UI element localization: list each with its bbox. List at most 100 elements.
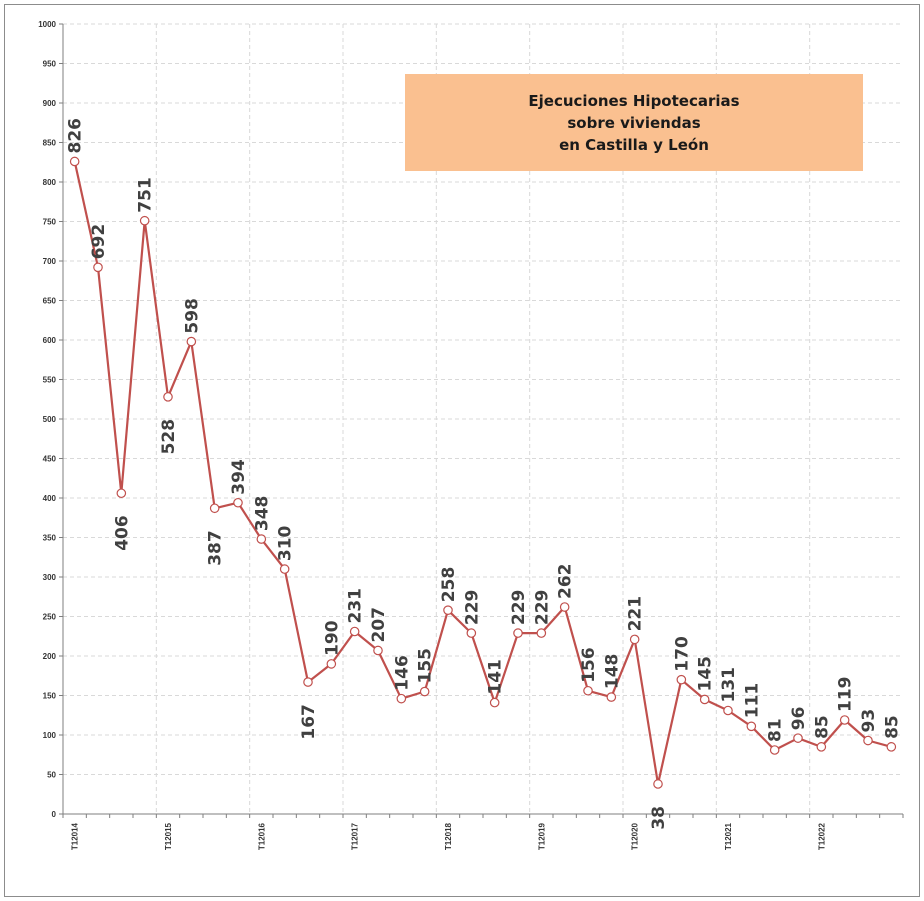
data-point bbox=[793, 733, 803, 743]
data-label: 38 bbox=[649, 806, 669, 830]
data-label: 229 bbox=[532, 590, 552, 626]
y-tick-label: 450 bbox=[43, 455, 57, 464]
y-tick-label: 500 bbox=[43, 415, 57, 424]
data-point bbox=[839, 715, 850, 725]
y-tick-label: 50 bbox=[47, 771, 56, 780]
chart-title-box: Ejecuciones Hipotecarias sobre viviendas… bbox=[405, 74, 863, 171]
data-point bbox=[69, 156, 80, 167]
y-tick-label: 400 bbox=[43, 494, 57, 503]
data-label: 387 bbox=[206, 530, 226, 566]
data-label: 111 bbox=[742, 683, 762, 719]
x-tick-label: T12022 bbox=[817, 822, 826, 850]
x-tick-label: T12016 bbox=[257, 822, 266, 850]
data-label: 85 bbox=[882, 715, 902, 739]
data-point bbox=[699, 694, 710, 705]
data-point bbox=[396, 693, 407, 704]
data-label: 231 bbox=[346, 588, 366, 624]
y-tick-label: 250 bbox=[43, 613, 57, 622]
data-label: 155 bbox=[416, 648, 436, 684]
data-labels: 8266924067515285983873943483101671902312… bbox=[66, 118, 903, 830]
data-label: 826 bbox=[66, 118, 86, 154]
data-label: 598 bbox=[182, 298, 202, 334]
data-point bbox=[466, 628, 477, 638]
data-point bbox=[653, 779, 663, 789]
chart-title-line-2: sobre viviendas bbox=[567, 113, 701, 132]
y-tick-label: 800 bbox=[43, 178, 57, 187]
y-tick-label: 350 bbox=[43, 534, 57, 543]
data-label: 145 bbox=[696, 656, 716, 692]
data-point bbox=[489, 697, 500, 708]
y-tick-label: 750 bbox=[43, 218, 57, 227]
y-tick-label: 700 bbox=[43, 257, 57, 266]
data-point bbox=[723, 705, 733, 716]
data-label: 96 bbox=[789, 707, 809, 731]
data-point bbox=[443, 605, 453, 615]
data-point bbox=[163, 392, 173, 402]
data-series bbox=[69, 156, 897, 789]
data-point bbox=[513, 628, 523, 638]
y-tick-label: 0 bbox=[52, 810, 57, 819]
data-point bbox=[93, 262, 103, 273]
data-label: 148 bbox=[602, 654, 622, 690]
axes bbox=[59, 23, 904, 818]
data-label: 146 bbox=[392, 655, 412, 691]
y-tick-label: 300 bbox=[43, 573, 57, 582]
data-point bbox=[116, 488, 127, 499]
data-label: 81 bbox=[766, 718, 786, 742]
y-tick-label: 950 bbox=[43, 60, 57, 69]
data-point bbox=[279, 564, 290, 574]
data-label: 406 bbox=[112, 515, 132, 551]
data-point bbox=[816, 742, 827, 752]
data-point bbox=[326, 659, 337, 669]
y-tick-label: 550 bbox=[43, 376, 57, 385]
data-label: 229 bbox=[509, 590, 529, 626]
chart-title-line-3: en Castilla y León bbox=[559, 135, 709, 154]
data-point bbox=[676, 674, 687, 685]
data-label: 221 bbox=[626, 596, 646, 632]
data-label: 93 bbox=[859, 709, 879, 733]
data-label: 85 bbox=[812, 715, 832, 739]
data-label: 348 bbox=[252, 496, 272, 532]
data-label: 156 bbox=[579, 647, 599, 683]
data-label: 751 bbox=[136, 177, 156, 213]
data-label: 229 bbox=[462, 590, 482, 626]
y-tick-label: 150 bbox=[43, 692, 57, 701]
data-label: 167 bbox=[299, 704, 319, 740]
data-label: 310 bbox=[276, 525, 296, 561]
data-label: 692 bbox=[89, 224, 109, 260]
data-point bbox=[349, 626, 360, 637]
data-point bbox=[559, 602, 570, 612]
data-point bbox=[769, 745, 780, 755]
data-point bbox=[139, 215, 150, 226]
x-tick-label: T12015 bbox=[164, 822, 173, 850]
data-point bbox=[863, 735, 873, 746]
data-label: 170 bbox=[672, 636, 692, 672]
data-point bbox=[746, 721, 757, 732]
data-label: 258 bbox=[439, 567, 459, 603]
y-tick-label: 850 bbox=[43, 139, 57, 148]
data-label: 207 bbox=[369, 607, 389, 643]
data-label: 190 bbox=[322, 620, 342, 656]
x-tick-label: T12014 bbox=[71, 822, 80, 850]
y-tick-labels: 0 50 100 150 200 250 300 350 400 450 500 550 600 650 7… bbox=[38, 20, 56, 819]
data-point bbox=[606, 692, 617, 702]
data-point bbox=[583, 685, 593, 696]
data-point bbox=[629, 634, 640, 645]
y-tick-label: 650 bbox=[43, 297, 57, 306]
series-line bbox=[73, 161, 892, 786]
chart-title-line-1: Ejecuciones Hipotecarias bbox=[528, 91, 740, 110]
x-tick-label: T12019 bbox=[537, 822, 546, 850]
data-point bbox=[303, 677, 313, 687]
data-label: 141 bbox=[486, 659, 506, 695]
data-label: 262 bbox=[556, 564, 576, 600]
x-tick-label: T12020 bbox=[631, 822, 640, 850]
data-point bbox=[886, 742, 897, 752]
data-point bbox=[373, 645, 383, 656]
data-point bbox=[419, 686, 430, 697]
y-tick-label: 900 bbox=[43, 99, 57, 108]
data-point bbox=[536, 628, 547, 638]
data-label: 131 bbox=[719, 667, 739, 703]
x-tick-label: T12017 bbox=[351, 822, 360, 850]
data-point bbox=[256, 534, 267, 544]
